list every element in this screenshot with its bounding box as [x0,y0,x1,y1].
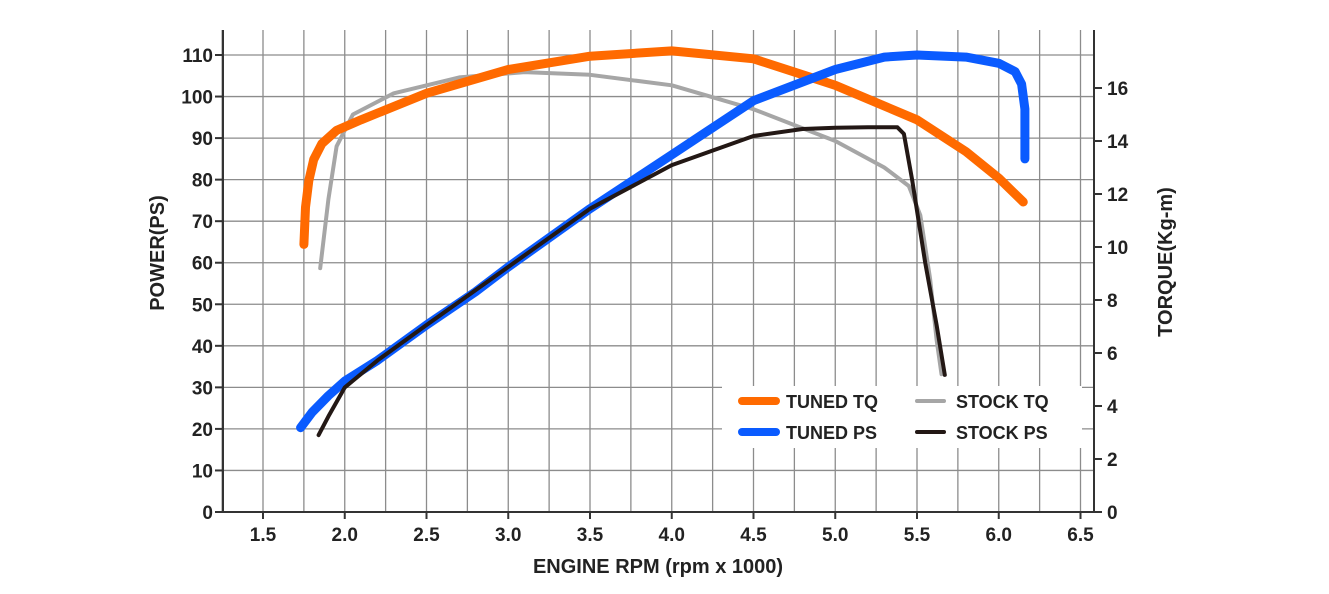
y-right-tick-label: 2 [1107,450,1118,471]
y-left-tick-label: 90 [192,129,213,150]
y-left-tick-label: 40 [192,337,213,358]
y-right-tick-label: 12 [1107,185,1128,206]
axes [222,30,1095,513]
y-right-tick-label: 10 [1107,238,1128,259]
y-right-tick-label: 6 [1107,344,1118,365]
x-tick-label: 5.5 [904,525,931,546]
y-left-tick-label: 80 [192,171,213,192]
y-left-axis-label: POWER(PS) [147,195,169,311]
x-tick-label: 4.5 [740,525,767,546]
y-left-tick-label: 20 [192,420,213,441]
y-right-tick-label: 16 [1107,79,1128,100]
y-right-tick-labels: 0 2 4 6 8 10 12 14 16 [1094,79,1129,524]
x-tick-label: 3.5 [577,525,604,546]
y-right-axis-label: TORQUE(Kg-m) [1155,187,1177,337]
y-left-tick-label: 70 [192,212,213,233]
series-line-tuned-ps [296,50,1030,433]
x-tick-labels: 1.5 2.0 2.5 3.0 3.5 4.0 4.5 5.0 5.5 6.0 6.5 [250,512,1094,546]
legend-label-tuned-ps: TUNED PS [786,423,877,443]
legend: TUNED TQ STOCK TQ TUNED PS STOCK PS [722,386,1082,448]
y-right-tick-label: 14 [1107,132,1129,153]
y-left-tick-label: 10 [192,461,213,482]
x-tick-label: 2.5 [413,525,440,546]
y-right-tick-label: 4 [1107,397,1118,418]
series-line-stock-ps [316,125,947,438]
y-left-tick-labels: 0 10 20 30 40 50 60 70 80 90 100 110 [181,46,223,524]
y-left-tick-label: 0 [202,503,213,524]
x-tick-label: 4.0 [659,525,685,546]
series-lines [296,46,1030,438]
y-left-tick-label: 60 [192,254,213,275]
x-tick-label: 6.5 [1067,525,1094,546]
y-right-tick-label: 8 [1107,291,1118,312]
legend-label-stock-tq: STOCK TQ [956,392,1049,412]
x-axis-label: ENGINE RPM (rpm x 1000) [533,556,783,578]
legend-background [722,386,1082,448]
y-left-tick-label: 110 [182,46,213,67]
y-left-tick-label: 30 [192,378,213,399]
x-tick-label: 6.0 [986,525,1012,546]
legend-label-stock-ps: STOCK PS [956,423,1048,443]
x-tick-label: 5.0 [822,525,848,546]
y-left-tick-label: 100 [181,88,213,109]
x-tick-label: 2.0 [332,525,358,546]
x-tick-label: 3.0 [495,525,521,546]
series-line-tuned-tq [299,46,1028,249]
legend-label-tuned-tq: TUNED TQ [786,392,878,412]
y-left-tick-label: 50 [192,295,213,316]
x-tick-label: 1.5 [250,525,277,546]
y-right-tick-label: 0 [1107,503,1118,524]
